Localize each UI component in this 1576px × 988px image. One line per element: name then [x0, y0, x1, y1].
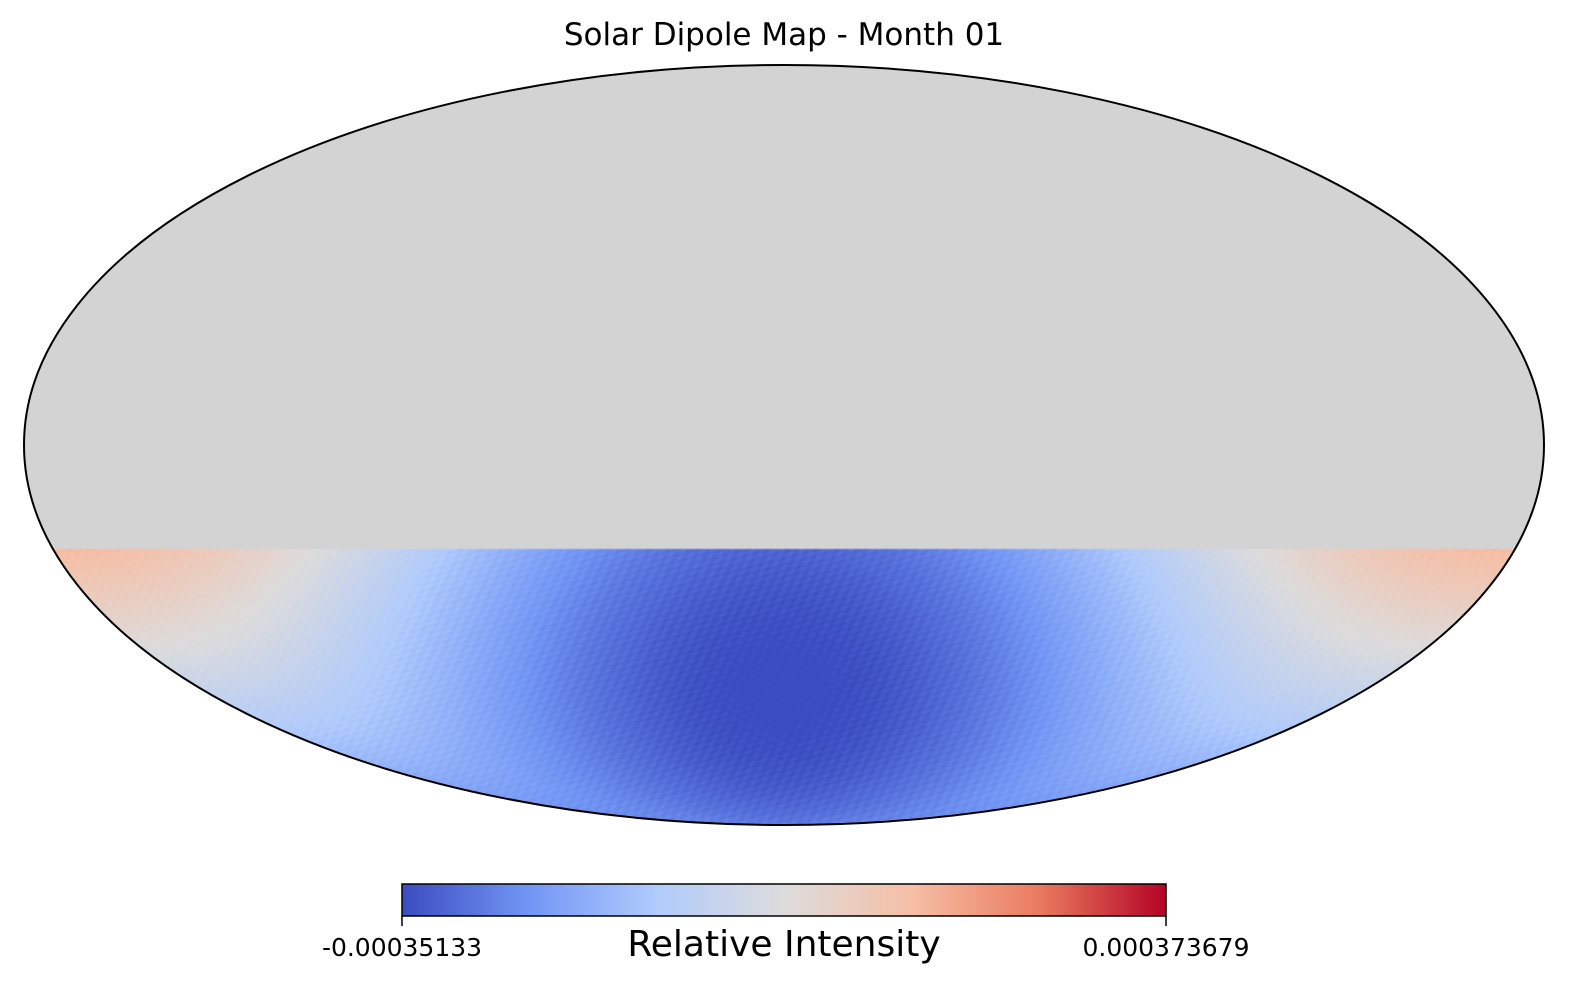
colorbar: -0.00035133 0.000373679 Relative Intensi…: [322, 883, 1250, 965]
chart-title: Solar Dipole Map - Month 01: [564, 17, 1004, 53]
map-area: [23, 64, 1545, 826]
colorbar-max-label: 0.000373679: [1082, 933, 1249, 962]
dipole-heatmap: [24, 65, 1544, 825]
colorbar-min-label: -0.00035133: [322, 933, 482, 962]
colorbar-title: Relative Intensity: [627, 924, 940, 965]
map-outline: [23, 64, 1545, 826]
colorbar-gradient: [401, 883, 1167, 917]
